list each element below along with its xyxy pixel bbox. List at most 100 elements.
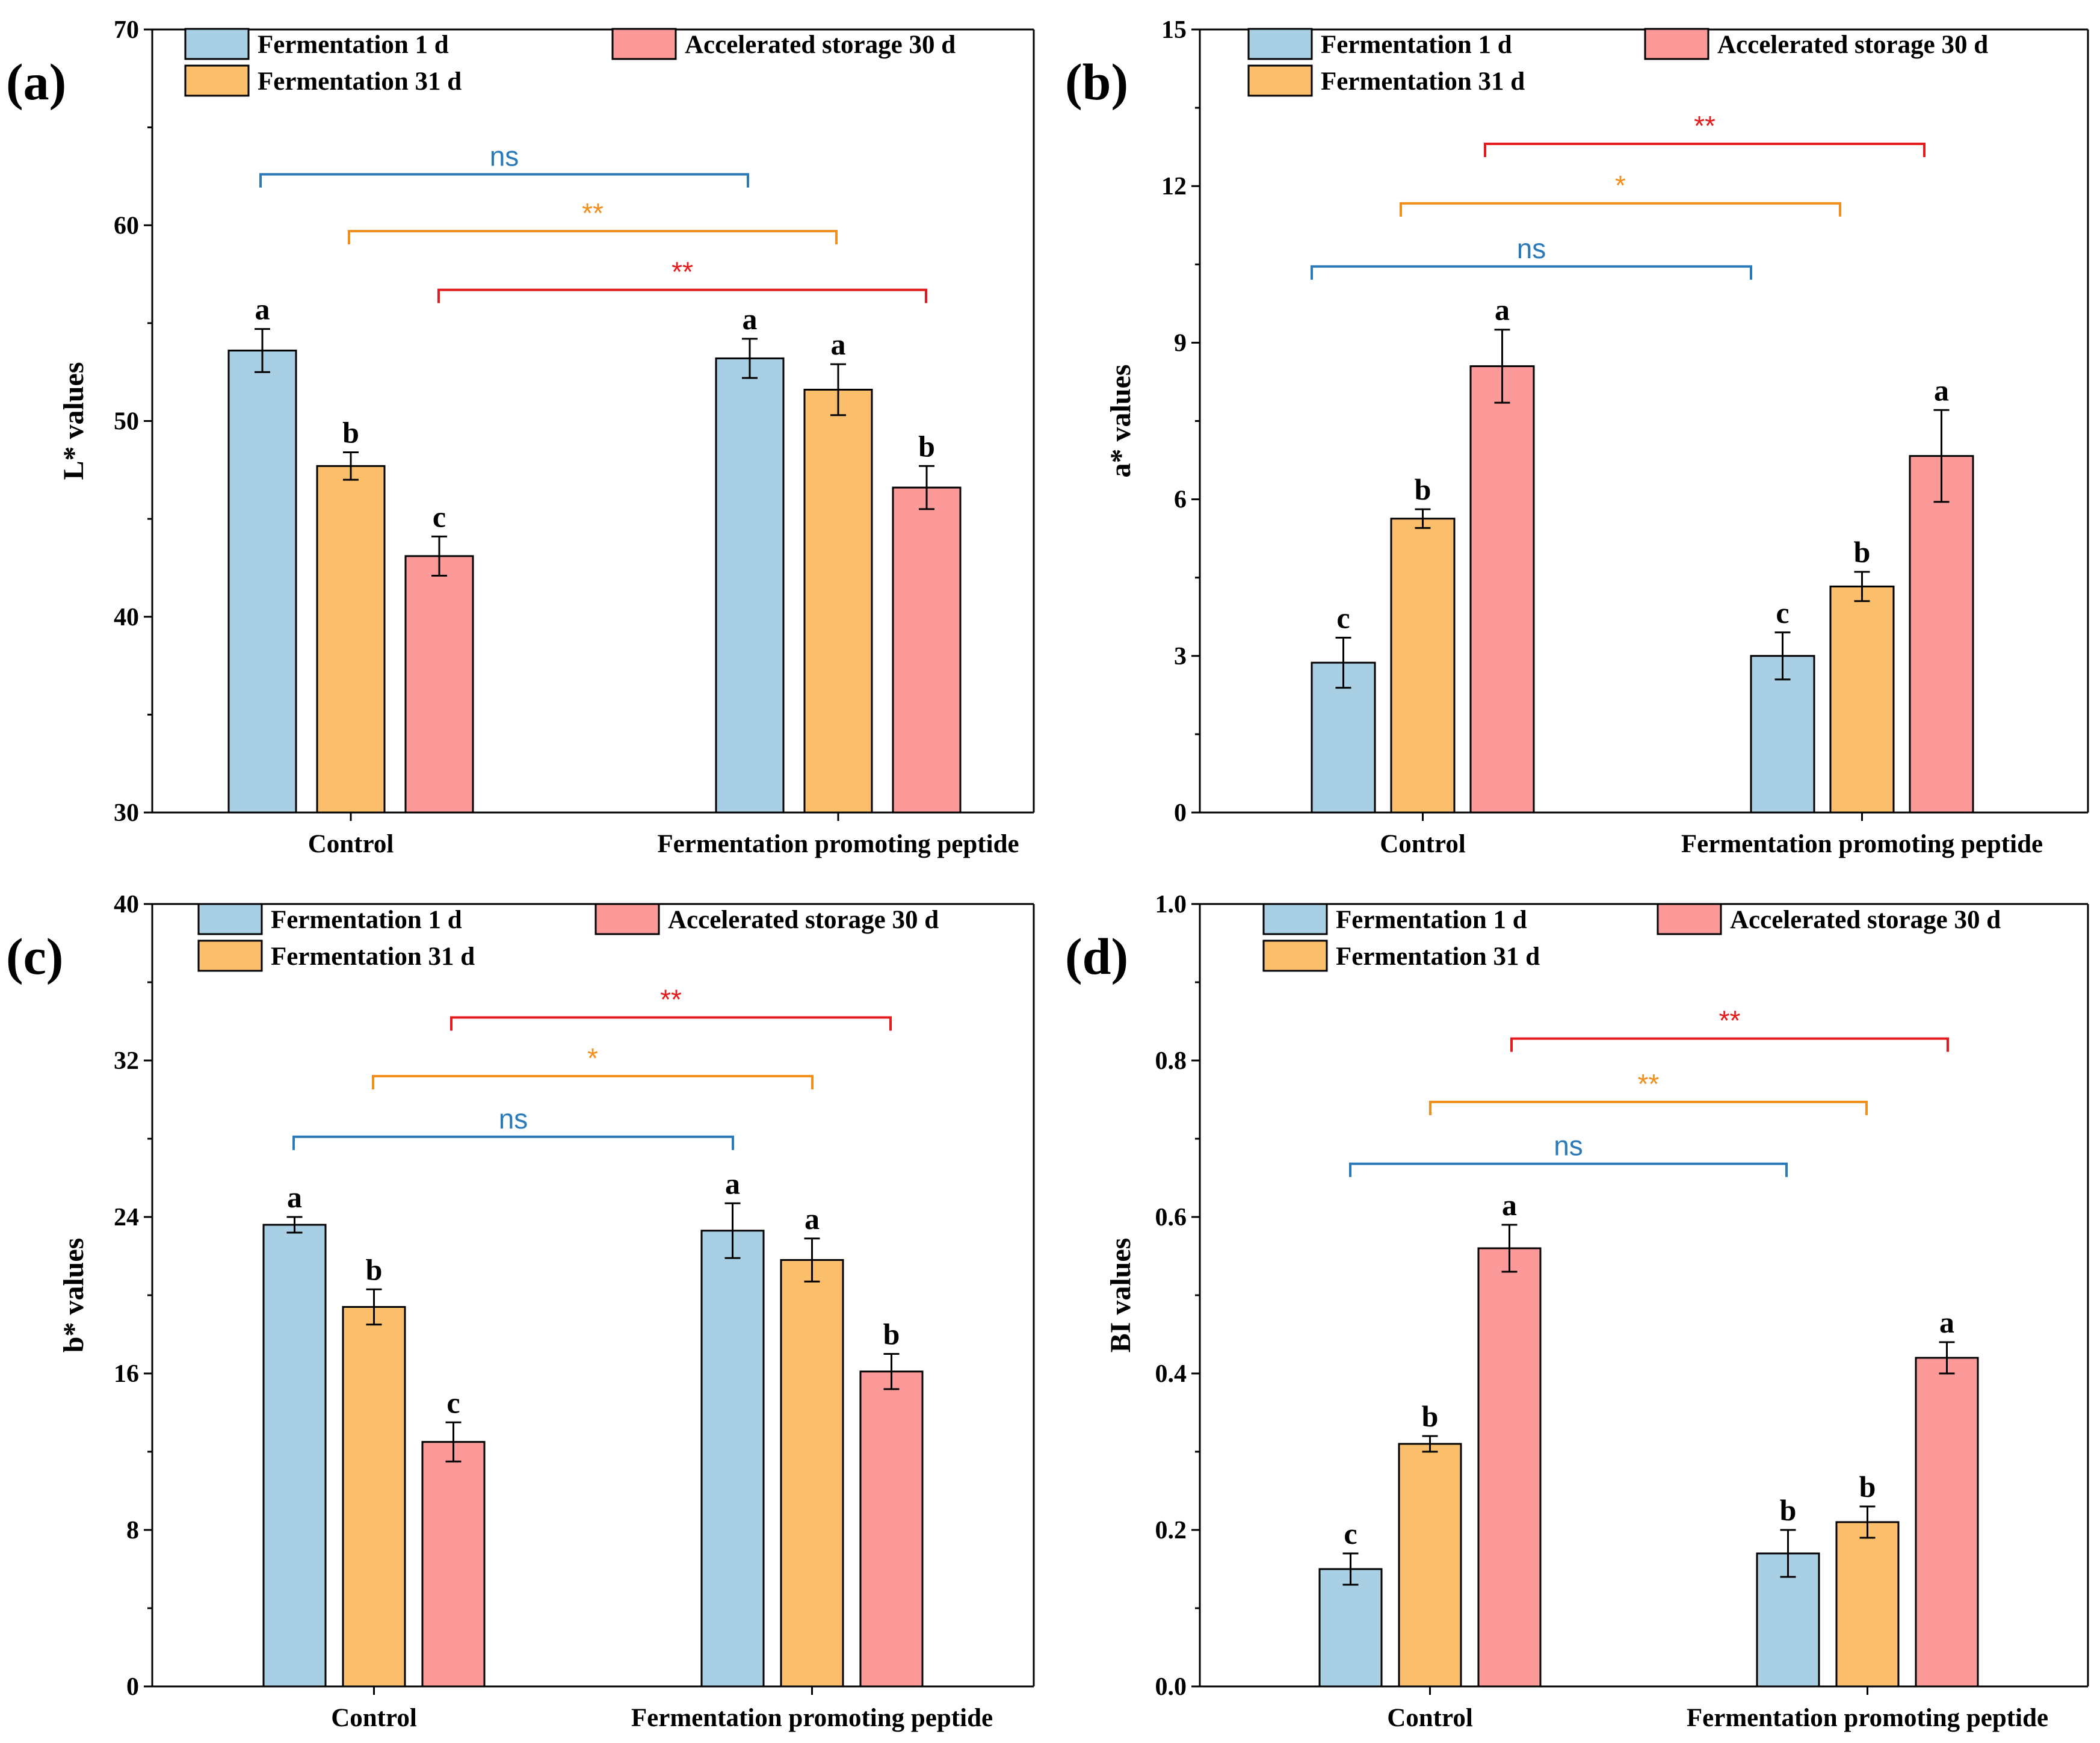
y-tick-label: 0.8: [1155, 1047, 1187, 1075]
bar: [1750, 655, 1815, 814]
significance-letter: c: [446, 1385, 460, 1419]
y-tick-label: 0.2: [1155, 1517, 1187, 1544]
significance-letter: b: [342, 416, 359, 450]
x-category-label: Control: [1380, 830, 1466, 858]
legend-label: Accelerated storage 30 d: [668, 906, 939, 934]
bar: [1915, 1357, 1979, 1688]
significance-bracket: [1311, 265, 1752, 280]
x-category-label: Fermentation promoting peptide: [657, 830, 1019, 858]
y-tick-label: 0.6: [1155, 1204, 1187, 1231]
y-tick-label: 8: [126, 1517, 139, 1544]
significance-bracket: [348, 230, 838, 245]
bar: [700, 1230, 765, 1688]
bar: [1829, 585, 1895, 814]
significance-bracket: [292, 1135, 734, 1150]
significance-letter: a: [1939, 1305, 1954, 1339]
y-tick-label: 12: [1161, 173, 1187, 200]
panel-label: (d): [1065, 927, 1128, 985]
y-tick-label: 6: [1174, 486, 1187, 514]
y-tick-label: 60: [114, 212, 139, 240]
legend-swatch: [1262, 940, 1328, 972]
bar: [892, 486, 962, 814]
bar: [803, 388, 873, 814]
significance-label: **: [582, 197, 604, 229]
bar: [1469, 365, 1535, 814]
x-category-label: Fermentation promoting peptide: [1681, 830, 2043, 858]
bar: [227, 349, 297, 814]
significance-bracket: [437, 288, 927, 303]
y-axis-title: L* values: [58, 362, 90, 480]
legend-swatch: [611, 28, 677, 60]
legend-label: Fermentation 1 d: [271, 906, 462, 934]
bar: [342, 1306, 406, 1688]
significance-label: *: [1615, 170, 1626, 201]
panel-label: (b): [1065, 53, 1128, 111]
significance-bracket: [1484, 142, 1926, 157]
significance-label: **: [660, 984, 682, 1015]
significance-letter: a: [255, 293, 270, 326]
significance-bracket: [1510, 1037, 1949, 1052]
panel-label: (c): [6, 927, 63, 985]
panel-label: (a): [6, 53, 66, 111]
legend-swatch: [1262, 903, 1328, 935]
y-tick-label: 24: [114, 1204, 139, 1231]
y-tick-label: 40: [114, 604, 139, 631]
bar: [316, 465, 386, 814]
significance-label: **: [1719, 1005, 1741, 1036]
y-axis-title: a* values: [1105, 364, 1137, 477]
y-tick-label: 0: [1174, 799, 1187, 827]
significance-letter: b: [1859, 1470, 1876, 1503]
significance-letter: b: [1415, 472, 1431, 506]
significance-letter: a: [743, 302, 758, 336]
legend-label: Fermentation 31 d: [258, 67, 462, 96]
significance-letter: a: [725, 1166, 740, 1200]
legend-swatch: [184, 64, 250, 97]
significance-letter: a: [1495, 293, 1510, 327]
significance-letter: b: [918, 429, 935, 463]
legend-label: Accelerated storage 30 d: [1730, 906, 2001, 934]
bar: [715, 357, 785, 814]
significance-label: **: [1638, 1068, 1660, 1100]
significance-letter: b: [1854, 535, 1871, 569]
significance-letter: b: [366, 1252, 383, 1286]
significance-label: *: [587, 1042, 598, 1074]
significance-bracket: [1349, 1162, 1788, 1177]
significance-label: ns: [1554, 1130, 1583, 1162]
legend-swatch: [1657, 903, 1722, 935]
x-category-label: Fermentation promoting peptide: [1687, 1704, 2048, 1732]
legend-swatch: [1247, 28, 1313, 60]
significance-letter: b: [1780, 1493, 1797, 1527]
significance-label: ns: [499, 1103, 528, 1135]
x-category-label: Control: [331, 1704, 417, 1732]
legend-label: Accelerated storage 30 d: [1717, 31, 1988, 59]
bar: [1477, 1247, 1542, 1688]
bar: [1835, 1521, 1900, 1688]
bar: [421, 1441, 486, 1688]
legend-label: Fermentation 31 d: [1336, 943, 1540, 971]
significance-bracket: [372, 1075, 814, 1089]
chart-panel-d: 0.0 0.2 0.4 0.6 0.8 1.0 BI values (d) c b b b a a Cont…: [1065, 891, 2089, 1732]
significance-letter: a: [831, 327, 846, 361]
y-tick-label: 40: [114, 891, 139, 918]
y-tick-label: 3: [1174, 643, 1187, 670]
y-axis-title: BI values: [1105, 1238, 1137, 1353]
chart-panel-c: 0 8 16 24 32 40 b* values (c) a a b a c b Control Ferme…: [6, 891, 1035, 1732]
significance-bracket: [1400, 202, 1841, 217]
legend-swatch: [594, 903, 660, 935]
significance-letter: a: [287, 1180, 302, 1214]
significance-letter: c: [1776, 596, 1789, 630]
chart-panel-b: 0 3 6 9 12 15 a* values (b) c c b b a a Control Ferment…: [1065, 16, 2089, 858]
y-tick-label: 70: [114, 16, 139, 44]
bar: [1909, 455, 1974, 814]
significance-letter: c: [1336, 601, 1350, 634]
y-tick-label: 50: [114, 408, 139, 436]
bar: [1398, 1443, 1462, 1688]
legend-swatch: [184, 28, 250, 60]
legend-label: Fermentation 1 d: [1336, 906, 1527, 934]
significance-letter: a: [804, 1202, 820, 1236]
y-tick-label: 30: [114, 799, 139, 827]
y-tick-label: 0.4: [1155, 1360, 1187, 1388]
y-axis-title: b* values: [58, 1238, 90, 1353]
legend-swatch: [1644, 28, 1709, 60]
